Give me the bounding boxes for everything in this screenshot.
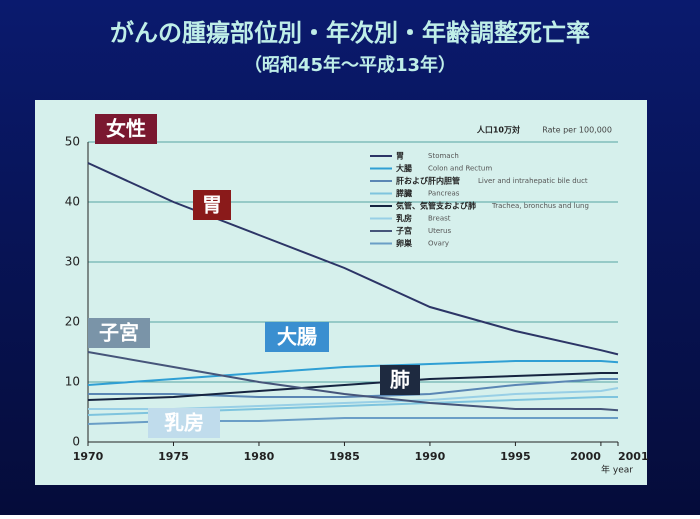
annotation-box — [88, 318, 150, 348]
annotation: 乳房 — [164, 411, 204, 435]
annotation-box — [380, 365, 420, 395]
legend-label-en: Breast — [428, 215, 451, 223]
annotation-box — [95, 114, 157, 144]
legend-label-en: Uterus — [428, 227, 451, 235]
unit-label-en: Rate per 100,000 — [542, 126, 612, 135]
x-tick-label: 1995 — [500, 450, 531, 463]
x-tick-label: 1970 — [73, 450, 104, 463]
legend-label-en: Ovary — [428, 240, 449, 248]
annotation: 子宮 — [99, 321, 139, 345]
legend-label: 胃 — [396, 152, 404, 161]
unit-label: 人口10万対 — [477, 125, 520, 135]
legend-label-en: Stomach — [428, 152, 459, 160]
legend-label: 大腸 — [396, 163, 412, 173]
y-tick-label: 10 — [65, 375, 80, 389]
y-tick-label: 50 — [65, 135, 80, 149]
legend-label-en: Trachea, bronchus and lung — [491, 202, 589, 210]
y-tick-label: 0 — [72, 435, 80, 449]
chart-subtitle: （昭和45年～平成13年） — [244, 54, 456, 76]
x-tick-label: 2001 — [618, 450, 649, 463]
chart-panel — [35, 100, 647, 485]
series-line — [88, 378, 618, 398]
x-tick-label: 2000 — [570, 450, 601, 463]
x-tick-label: 1980 — [244, 450, 275, 463]
x-tick-label: 1985 — [329, 450, 360, 463]
x-tick-label: 1975 — [158, 450, 189, 463]
annotation-box — [148, 408, 220, 438]
y-tick-label: 30 — [65, 255, 80, 269]
series-line — [87, 162, 619, 356]
legend-label: 卵巣 — [396, 238, 412, 248]
chart-title: がんの腫瘍部位別・年次別・年齢調整死亡率 — [110, 19, 590, 47]
annotation-box — [265, 322, 329, 352]
legend-label-en: Colon and Rectum — [428, 165, 492, 173]
legend-label: 肝および肝内胆管 — [396, 176, 460, 186]
legend-label-en: Pancreas — [428, 190, 460, 198]
annotation: 大腸 — [277, 325, 317, 349]
legend-label: 気管、気管支および肺 — [396, 201, 476, 211]
y-tick-label: 40 — [65, 195, 80, 209]
x-tick-label: 1990 — [415, 450, 446, 463]
legend-label-en: Liver and intrahepatic bile duct — [478, 177, 588, 185]
annotation: 女性 — [106, 117, 146, 141]
legend-label: 子宮 — [396, 226, 412, 236]
series-line — [87, 351, 619, 412]
annotation-box — [193, 190, 231, 220]
legend-label: 膵臓 — [396, 188, 412, 198]
annotation: 胃 — [202, 193, 222, 217]
legend-label: 乳房 — [396, 213, 412, 223]
x-axis-label: 年 year — [601, 464, 633, 476]
annotation: 肺 — [390, 368, 410, 392]
y-tick-label: 20 — [65, 315, 80, 329]
